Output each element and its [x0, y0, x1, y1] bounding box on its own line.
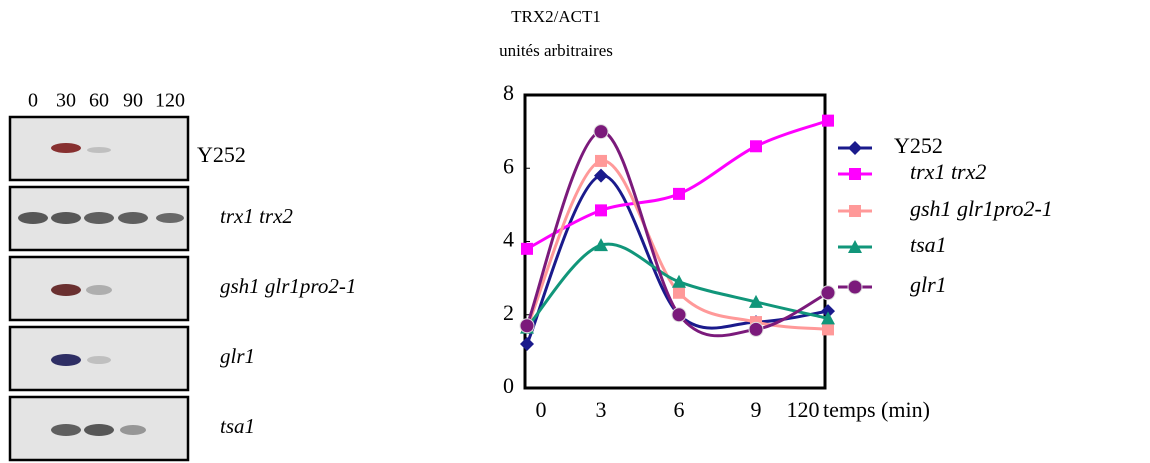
y-tick-label: 4 [503, 227, 514, 252]
blot-label: gsh1 glr1pro2-1 [220, 274, 356, 298]
blot-label: trx1 trx2 [220, 204, 293, 228]
band [51, 284, 81, 296]
marker [821, 286, 835, 300]
series-line [527, 121, 828, 249]
figure: TRX2/ACT1 unités arbitraires 0306090120Y… [0, 0, 1150, 463]
band [84, 212, 114, 224]
x-axis-label: temps (min) [823, 397, 930, 422]
legend-label: glr1 [910, 272, 947, 297]
marker [848, 141, 862, 155]
marker [672, 308, 686, 322]
y-tick-label: 6 [503, 153, 514, 178]
marker [849, 205, 861, 217]
page: {"blot": {"lanes": ["0", "30", "60", "90… [0, 0, 1150, 463]
marker [750, 140, 762, 152]
marker [521, 243, 533, 255]
marker [520, 337, 534, 351]
marker [595, 155, 607, 167]
lane-label: 60 [89, 90, 109, 112]
x-tick-label: 3 [596, 397, 607, 422]
marker [848, 280, 862, 294]
legend-label: Y252 [894, 133, 943, 158]
band [87, 147, 111, 153]
lane-label: 120 [155, 90, 185, 112]
marker [673, 287, 685, 299]
chart-title: TRX2/ACT1 [511, 7, 601, 26]
lane-label: 0 [28, 90, 38, 112]
band [120, 425, 146, 435]
legend-label: gsh1 glr1pro2-1 [910, 196, 1053, 221]
y-tick-label: 2 [503, 300, 514, 325]
blot-panel [10, 117, 188, 460]
x-tick-label: 9 [751, 397, 762, 422]
band [118, 212, 148, 224]
band [51, 354, 81, 366]
chart-subtitle: unités arbitraires [499, 41, 613, 60]
marker [673, 188, 685, 200]
y-tick-label: 0 [503, 373, 514, 398]
marker [822, 115, 834, 127]
marker [594, 125, 608, 139]
marker [520, 319, 534, 333]
band [87, 356, 111, 364]
lane-label: 30 [56, 90, 76, 112]
band [18, 212, 48, 224]
marker [594, 169, 608, 183]
x-tick-label: 120 [787, 397, 820, 422]
series-line [527, 161, 828, 330]
lane-label: 90 [123, 90, 143, 112]
marker [749, 322, 763, 336]
y-tick-label: 8 [503, 80, 514, 105]
marker [595, 204, 607, 216]
x-tick-label: 6 [674, 397, 685, 422]
legend-label: tsa1 [910, 232, 947, 257]
legend-label: trx1 trx2 [910, 159, 986, 184]
band [84, 424, 114, 436]
x-tick-label: 0 [536, 397, 547, 422]
blot-label: Y252 [197, 142, 246, 167]
marker [849, 168, 861, 180]
plot-frame [525, 95, 825, 388]
band [51, 424, 81, 436]
band [86, 285, 112, 295]
band [51, 143, 81, 153]
blot-label: tsa1 [220, 414, 255, 438]
marker [822, 323, 834, 335]
series-line [527, 132, 828, 336]
blot-label: glr1 [220, 344, 255, 368]
band [156, 213, 184, 223]
band [51, 212, 81, 224]
